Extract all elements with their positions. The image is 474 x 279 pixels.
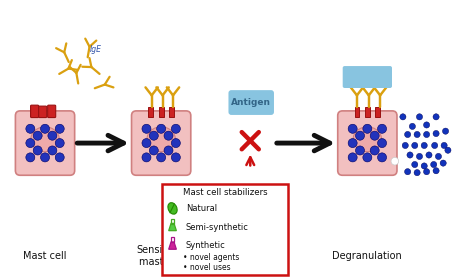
Circle shape xyxy=(26,124,35,133)
Text: Natural: Natural xyxy=(186,204,217,213)
Circle shape xyxy=(416,153,423,160)
Circle shape xyxy=(433,168,439,174)
Circle shape xyxy=(363,124,372,133)
Bar xyxy=(375,107,380,117)
Ellipse shape xyxy=(353,127,382,152)
Circle shape xyxy=(405,169,410,175)
Circle shape xyxy=(48,131,57,140)
Circle shape xyxy=(156,153,166,162)
Bar xyxy=(171,237,174,242)
FancyBboxPatch shape xyxy=(39,106,47,117)
Circle shape xyxy=(411,142,418,148)
Circle shape xyxy=(431,162,437,168)
Ellipse shape xyxy=(31,127,59,152)
Circle shape xyxy=(433,131,439,137)
Circle shape xyxy=(414,131,420,138)
Polygon shape xyxy=(169,223,176,231)
Circle shape xyxy=(172,139,180,148)
Text: • novel uses: • novel uses xyxy=(183,263,231,271)
Text: Synthetic: Synthetic xyxy=(186,241,226,250)
Circle shape xyxy=(348,124,357,133)
Circle shape xyxy=(378,124,387,133)
Circle shape xyxy=(400,114,406,120)
FancyBboxPatch shape xyxy=(132,111,191,175)
Ellipse shape xyxy=(168,203,177,214)
Circle shape xyxy=(26,139,35,148)
Circle shape xyxy=(33,131,42,140)
Polygon shape xyxy=(169,242,176,249)
Circle shape xyxy=(414,170,420,176)
Ellipse shape xyxy=(147,127,175,152)
Circle shape xyxy=(156,124,166,133)
Circle shape xyxy=(445,147,451,153)
Circle shape xyxy=(421,163,428,169)
Circle shape xyxy=(424,122,429,128)
Circle shape xyxy=(26,153,35,162)
FancyBboxPatch shape xyxy=(337,111,397,175)
Circle shape xyxy=(416,114,423,120)
Circle shape xyxy=(440,160,447,166)
Circle shape xyxy=(41,153,50,162)
FancyBboxPatch shape xyxy=(31,105,39,117)
FancyBboxPatch shape xyxy=(343,66,392,88)
Circle shape xyxy=(432,142,438,148)
Text: Semi-synthetic: Semi-synthetic xyxy=(186,223,249,232)
Circle shape xyxy=(378,153,387,162)
Circle shape xyxy=(356,131,365,140)
Circle shape xyxy=(391,157,399,165)
Circle shape xyxy=(356,146,365,155)
Bar xyxy=(365,107,370,117)
Circle shape xyxy=(370,146,379,155)
Circle shape xyxy=(164,146,173,155)
Circle shape xyxy=(348,139,357,148)
Circle shape xyxy=(407,152,413,158)
FancyBboxPatch shape xyxy=(162,184,288,275)
Circle shape xyxy=(443,128,449,134)
Circle shape xyxy=(370,131,379,140)
Bar xyxy=(169,107,174,117)
Bar xyxy=(148,107,153,117)
Text: • novel agents: • novel agents xyxy=(183,253,240,262)
FancyBboxPatch shape xyxy=(228,90,274,115)
Circle shape xyxy=(55,153,64,162)
Text: Mast cell stabilizers: Mast cell stabilizers xyxy=(182,188,267,197)
Circle shape xyxy=(33,146,42,155)
Circle shape xyxy=(172,124,180,133)
Bar xyxy=(171,219,174,224)
Text: Antigen: Antigen xyxy=(231,98,271,107)
Circle shape xyxy=(435,153,442,160)
Circle shape xyxy=(149,131,158,140)
Circle shape xyxy=(142,124,151,133)
Circle shape xyxy=(149,146,158,155)
Circle shape xyxy=(402,142,409,148)
Circle shape xyxy=(348,153,357,162)
Text: IgE: IgE xyxy=(90,45,102,54)
FancyBboxPatch shape xyxy=(16,111,75,175)
Text: Degranulation: Degranulation xyxy=(332,251,402,261)
Circle shape xyxy=(41,124,50,133)
Circle shape xyxy=(424,131,429,138)
Circle shape xyxy=(164,131,173,140)
Circle shape xyxy=(421,142,428,148)
Circle shape xyxy=(409,123,415,129)
Circle shape xyxy=(424,169,429,175)
Circle shape xyxy=(48,146,57,155)
Circle shape xyxy=(142,139,151,148)
Bar xyxy=(159,107,164,117)
Circle shape xyxy=(142,153,151,162)
Circle shape xyxy=(426,152,432,158)
Circle shape xyxy=(378,139,387,148)
Circle shape xyxy=(405,131,410,138)
Circle shape xyxy=(172,153,180,162)
Circle shape xyxy=(55,139,64,148)
Text: Mast cell: Mast cell xyxy=(23,251,67,261)
FancyBboxPatch shape xyxy=(47,105,56,117)
Circle shape xyxy=(411,162,418,168)
Circle shape xyxy=(55,124,64,133)
Bar xyxy=(355,107,359,117)
Text: Sensitized
mast cell: Sensitized mast cell xyxy=(136,245,186,267)
Circle shape xyxy=(433,114,439,120)
Circle shape xyxy=(441,142,447,148)
Circle shape xyxy=(363,153,372,162)
